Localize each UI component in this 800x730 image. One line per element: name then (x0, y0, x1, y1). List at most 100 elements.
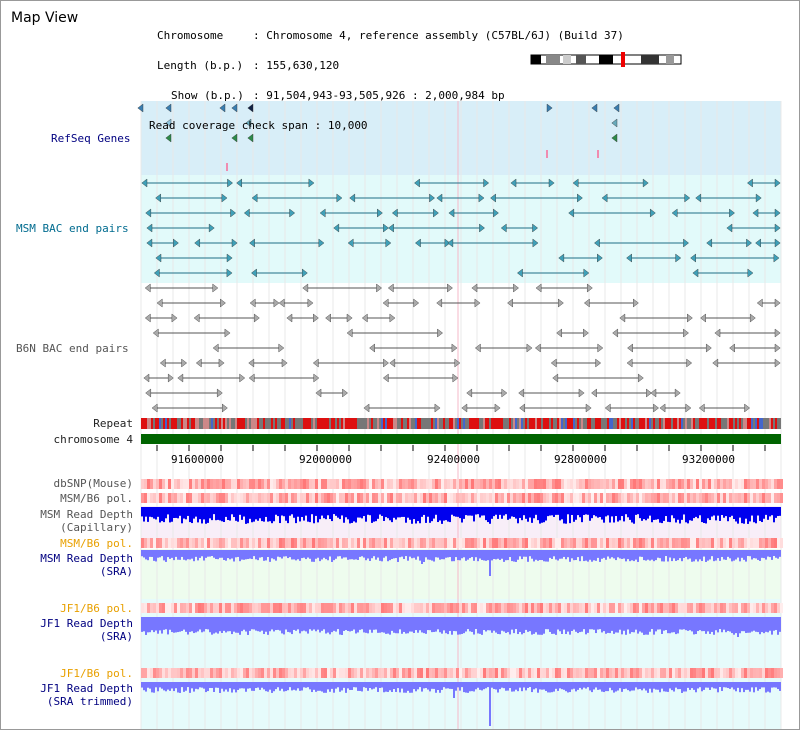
depth-bar (429, 682, 431, 692)
depth-bar (735, 617, 737, 634)
depth-bar (319, 507, 321, 520)
pol-cell (399, 538, 402, 548)
pol-cell (774, 538, 777, 548)
pol-cell (558, 538, 561, 548)
pol-cell (348, 668, 351, 678)
axis-tick-label: 91600000 (171, 453, 224, 466)
depth-bar (251, 550, 253, 560)
repeat-block (477, 418, 479, 429)
pol-cell (504, 538, 507, 548)
pol-cell (531, 493, 534, 503)
feature-arrow (159, 358, 166, 368)
depth-bar (431, 617, 433, 633)
pol-cell (582, 538, 585, 548)
pol-cell (780, 479, 783, 489)
feature-arrow (165, 118, 172, 128)
depth-bar (737, 507, 739, 524)
repeat-block (441, 418, 443, 429)
depth-bar (183, 617, 185, 630)
pol-cell (474, 668, 477, 678)
depth-bar (291, 617, 293, 635)
feature-arrow (500, 223, 507, 233)
depth-bar (491, 507, 493, 519)
pol-cell (705, 603, 708, 613)
depth-bar (549, 682, 551, 693)
repeat-block (529, 418, 531, 429)
depth-bar (263, 507, 265, 522)
depth-bar (747, 550, 749, 557)
feature-arrow (494, 403, 501, 413)
feature-arrow (377, 208, 383, 218)
pol-cell (342, 479, 345, 489)
pol-cell (264, 603, 267, 613)
pol-cell (324, 493, 327, 503)
repeat-block (599, 418, 601, 429)
depth-bar (591, 682, 593, 693)
repeat-block (621, 418, 623, 429)
pol-cell (651, 479, 654, 489)
feature-arrow (612, 328, 618, 338)
depth-bar (381, 507, 383, 516)
depth-bar (285, 507, 287, 521)
depth-bar (161, 617, 163, 634)
pol-cell (162, 538, 165, 548)
repeat-block (241, 418, 243, 429)
pol-cell (543, 479, 546, 489)
feature-arrow (318, 238, 325, 248)
info-block: Chromosome: Chromosome 4, reference asse… (149, 11, 624, 151)
depth-bar (347, 507, 349, 520)
depth-bar (755, 550, 757, 559)
pol-cell (699, 479, 702, 489)
repeat-block (217, 418, 219, 429)
pol-cell (546, 493, 549, 503)
depth-bar (539, 682, 541, 690)
pol-cell (351, 493, 354, 503)
depth-bar (287, 550, 289, 559)
depth-bar (733, 682, 735, 690)
pol-cell (525, 603, 528, 613)
depth-bar (481, 550, 483, 560)
depth-bar (671, 617, 673, 633)
repeat-block (327, 418, 329, 429)
pol-cell (336, 493, 339, 503)
depth-bar (527, 550, 529, 562)
depth-bar (201, 617, 203, 633)
repeat-block (693, 418, 695, 429)
repeat-block (561, 418, 563, 429)
feature-arrow (433, 208, 439, 218)
feature-arrow (307, 298, 314, 308)
pol-cell (528, 479, 531, 489)
depth-bar (343, 617, 345, 631)
pol-cell (588, 538, 591, 548)
pol-cell (282, 603, 285, 613)
pol-cell (186, 603, 189, 613)
pol-cell (288, 479, 291, 489)
repeat-block (363, 418, 365, 429)
pol-cell (207, 668, 210, 678)
repeat-block (629, 418, 631, 429)
pol-cell (669, 479, 672, 489)
pol-cell (366, 538, 369, 548)
depth-bar (689, 507, 691, 521)
repeat-block (727, 418, 729, 429)
depth-bar (549, 617, 551, 632)
feature-arrow (173, 238, 179, 248)
depth-bar (397, 507, 399, 518)
pol-cell (729, 479, 732, 489)
depth-bar (649, 682, 651, 689)
repeat-block (675, 418, 677, 429)
feature-arrow (650, 388, 657, 398)
depth-bar (311, 507, 313, 515)
repeat-block (207, 418, 209, 429)
pol-cell (336, 603, 339, 613)
depth-bar (717, 617, 719, 633)
pol-cell (330, 603, 333, 613)
pol-cell (288, 603, 291, 613)
depth-bar (151, 682, 153, 693)
depth-bar (515, 617, 517, 630)
depth-bar (523, 550, 525, 557)
pol-cell (195, 479, 198, 489)
depth-bar (299, 682, 301, 691)
depth-bar (257, 682, 259, 688)
